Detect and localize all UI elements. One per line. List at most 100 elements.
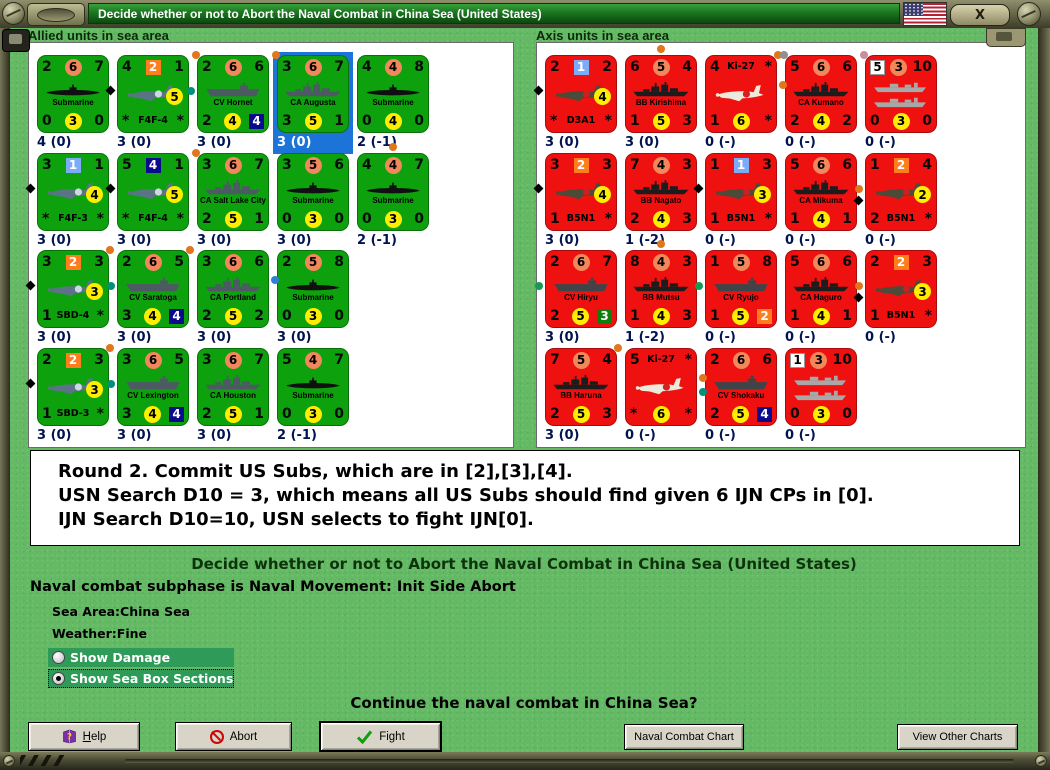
unit-counter-bb-kirishima[interactable]: 6 5 4 BB Kirishima 1 5 3 3 (0): [625, 45, 697, 151]
tdot-marker-icon: [107, 282, 115, 290]
view-other-charts-button[interactable]: View Other Charts: [897, 724, 1018, 750]
unit-counter-sbd-3[interactable]: 2 2 3 3 1 SBD-3 * 3 (0): [25, 344, 114, 444]
unit-counter-ca-salt-lake-city[interactable]: 3 6 7 CA Salt Lake City 2 5 1 3 (0): [192, 149, 269, 249]
unit-counter-b5n1[interactable]: 1 2 4 2 2 B5N1 * 0 (-): [853, 153, 937, 249]
unit-counter-bb-nagato[interactable]: 7 4 3 BB Nagato 2 4 3 1 (-2): [625, 153, 697, 249]
unit-counter-sbd-4[interactable]: 3 2 3 3 1 SBD-4 * 3 (0): [25, 246, 114, 346]
counter-value: 3: [282, 59, 292, 75]
unit-counter-bb-haruna[interactable]: 7 5 4 BB Haruna 2 5 3 3 (0): [545, 344, 622, 444]
aircraft-silhouette-icon: [635, 378, 684, 395]
unit-counter-submarine[interactable]: 3 5 6 Submarine 0 3 0 3 (0): [277, 153, 349, 249]
counter-badge: 3: [304, 210, 322, 228]
counter-center: 5: [216, 307, 250, 325]
unit-status: 1 (-2): [625, 330, 665, 345]
counter-value: 8: [630, 254, 640, 270]
counter-center: F4F-4: [136, 214, 170, 224]
counter-value: 1: [94, 157, 104, 173]
unit-counter-convoy[interactable]: 1 3 10 0 3 0 0 (-): [785, 348, 857, 444]
counter-value: 10: [912, 59, 932, 75]
window-menu-button[interactable]: [27, 3, 85, 26]
counter-badge: 2: [893, 157, 909, 173]
unit-counter-ki-27[interactable]: 4 Ki-27 * 1 6 * 0 (-): [705, 51, 787, 151]
counter-center: B5N1: [884, 311, 918, 321]
counter-value: 1: [842, 211, 852, 227]
counter-badge: 6: [652, 405, 670, 423]
unit-status: 3 (0): [277, 135, 312, 150]
counter-value: 5: [870, 59, 885, 75]
unit-counter-convoy[interactable]: 5 3 10 0 3 0 0 (-): [860, 51, 937, 151]
unit-name: F4F-4: [138, 213, 168, 225]
counter-value: *: [176, 211, 184, 227]
help-button[interactable]: ? Help: [28, 722, 140, 751]
odot-marker-icon: [272, 51, 280, 59]
unit-counter-cv-ryujo[interactable]: 1 5 8 CV Ryujo 1 5 2 0 (-): [695, 250, 777, 346]
unit-counter-b5n1[interactable]: 2 2 3 3 1 B5N1 * 0 (-): [853, 250, 937, 346]
aircraft-silhouette-icon: [127, 85, 176, 102]
counter-badge: 4: [812, 210, 830, 228]
unit-counter-f4f-4[interactable]: 4 2 1 5 * F4F-4 * 3 (0): [105, 55, 189, 151]
oval-button-icon: [37, 7, 75, 22]
naval-combat-chart-button[interactable]: Naval Combat Chart: [624, 724, 744, 750]
counter-badge: 2: [65, 254, 81, 270]
counter-value: 6: [630, 59, 640, 75]
unit-counter-submarine[interactable]: 4 4 8 Submarine 0 4 0 2 (-1): [357, 55, 429, 151]
unit-counter-ca-portland[interactable]: 3 6 6 CA Portland 2 5 2 3 (0): [197, 250, 279, 346]
counter-value: 0: [334, 308, 344, 324]
radio-show-sea-box-sections[interactable]: Show Sea Box Sections: [48, 669, 234, 688]
counter-value: 1: [870, 157, 880, 173]
ship-silhouette-icon: [205, 179, 261, 194]
counter-center: 5: [296, 253, 330, 271]
unit-status: 3 (0): [117, 135, 152, 150]
unit-counter-ki-27[interactable]: 5 Ki-27 * * 6 * 0 (-): [625, 348, 707, 444]
close-button[interactable]: X: [950, 4, 1010, 26]
counter-badge: 5: [304, 253, 322, 271]
unit-counter-submarine[interactable]: 5 4 7 Submarine 0 3 0 2 (-1): [277, 348, 349, 444]
unit-counter-cv-saratoga[interactable]: 2 6 5 CV Saratoga 3 4 4 3 (0): [107, 246, 194, 346]
unit-counter-cv-hornet[interactable]: 2 6 6 CV Hornet 2 4 4 3 (0): [187, 51, 269, 151]
counter-badge: 5: [166, 88, 183, 105]
unit-counter-f4f-4[interactable]: 5 4 1 5 * F4F-4 * 3 (0): [105, 153, 189, 249]
abort-button[interactable]: Abort: [175, 722, 292, 751]
counter-badge: 5: [732, 405, 749, 423]
unit-counter-cv-lexington[interactable]: 3 6 5 CV Lexington 3 4 4 3 (0): [107, 348, 189, 444]
counter-value: *: [604, 113, 612, 129]
unit-counter-ca-haguro[interactable]: 5 6 6 CA Haguro 1 4 1 0 (-): [785, 250, 857, 346]
unit-counter-submarine[interactable]: 2 6 7 Submarine 0 3 0 4 (0): [37, 55, 109, 151]
radio-show-damage[interactable]: Show Damage: [48, 648, 234, 667]
counter-badge: 4: [86, 186, 103, 203]
counter-center: 4: [376, 112, 410, 130]
counter-value: 3: [202, 254, 212, 270]
counter-badge: 5: [224, 405, 242, 423]
counter-value: 2: [550, 59, 560, 75]
unit-counter-ca-kumano[interactable]: 5 6 6 CA Kumano 2 4 2 0 (-): [780, 51, 857, 151]
frame-left: [0, 28, 10, 752]
counter-badge: 4: [652, 307, 670, 325]
counter-badge: 6: [224, 351, 242, 369]
unit-counter-cv-shokaku[interactable]: 2 6 6 CV Shokaku 2 5 4 0 (-): [705, 348, 777, 444]
counter-badge: 6: [812, 253, 830, 271]
unit-status: 3 (0): [545, 428, 580, 443]
diamond-marker-icon: [533, 183, 544, 194]
unit-counter-ca-augusta[interactable]: 3 6 7 CA Augusta 3 5 1 3 (0): [272, 51, 353, 154]
unit-counter-b5n1[interactable]: 1 1 3 3 1 B5N1 * 0 (-): [693, 153, 777, 249]
unit-counter-submarine[interactable]: 2 5 8 Submarine 0 3 0 3 (0): [277, 250, 349, 346]
fight-button[interactable]: Fight: [320, 722, 441, 751]
counter-badge: 2: [65, 352, 81, 368]
unit-counter-d3a1[interactable]: 2 1 2 4 * D3A1 * 3 (0): [533, 55, 617, 151]
counter-center: 4: [376, 156, 410, 174]
aircraft-silhouette-icon: [715, 183, 764, 200]
unit-name: CV Saratoga: [129, 292, 177, 302]
unit-counter-f4f-3[interactable]: 3 1 1 4 * F4F-3 * 3 (0): [25, 153, 109, 249]
unit-counter-ca-mikuma[interactable]: 5 6 6 CA Mikuma 1 4 1 0 (-): [785, 153, 857, 249]
unit-counter-ca-houston[interactable]: 3 6 7 CA Houston 2 5 1 3 (0): [197, 348, 269, 444]
log-line: Round 2. Commit US Subs, which are in [2…: [58, 461, 573, 482]
unit-counter-b5n1[interactable]: 3 2 3 4 1 B5N1 * 3 (0): [533, 153, 617, 249]
unit-counter-submarine[interactable]: 4 4 7 Submarine 0 3 0 2 (-1): [357, 143, 429, 249]
counter-badge: 5: [870, 59, 885, 75]
unit-name: B5N1: [566, 213, 596, 225]
ship-silhouette-icon: [633, 81, 689, 96]
allied-panel-title: Allied units in sea area: [28, 28, 169, 43]
unit-status: 1 (-2): [625, 233, 665, 248]
unit-counter-bb-mutsu[interactable]: 8 4 3 BB Mutsu 1 4 3 1 (-2): [625, 240, 697, 346]
unit-counter-cv-hiryu[interactable]: 2 6 7 CV Hiryu 2 5 3 3 (0): [535, 250, 617, 346]
